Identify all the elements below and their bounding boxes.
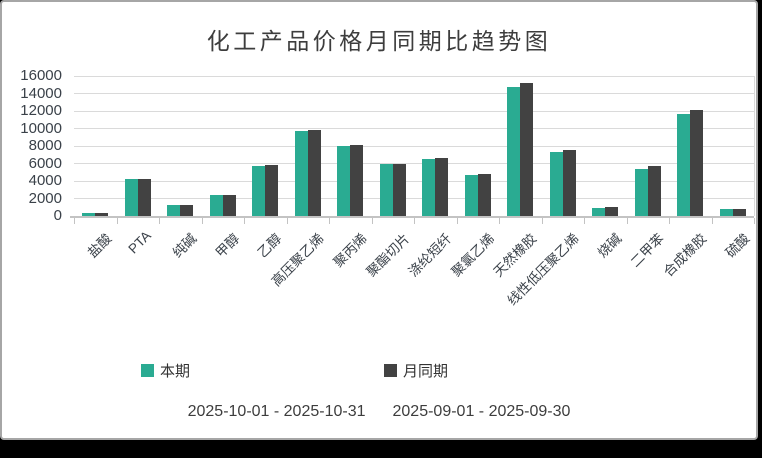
previous-period-range: 2025-09-01 - 2025-09-30: [392, 403, 571, 420]
current-period-range: 2025-10-01 - 2025-10-31: [187, 403, 366, 420]
axis-tick: [711, 218, 713, 224]
bar: [605, 207, 619, 216]
current-series-swatch-icon: [141, 364, 154, 377]
axis-tick: [584, 218, 585, 224]
bar: [350, 145, 364, 216]
gridline: [74, 128, 754, 129]
bar: [180, 204, 194, 216]
axis-tick: [456, 218, 458, 224]
bar: [562, 150, 576, 216]
y-tick-label: 6000: [28, 154, 62, 172]
x-axis-line: [70, 216, 754, 218]
bar: [677, 113, 691, 216]
axis-tick: [414, 218, 415, 224]
y-tick-label: 14000: [20, 84, 62, 102]
bar: [507, 86, 521, 216]
bar: [634, 168, 648, 216]
bar: [379, 164, 393, 216]
axis-tick: [541, 218, 543, 224]
gridline: [74, 145, 754, 147]
axis-tick: [201, 218, 203, 224]
y-tick-label: 16000: [20, 67, 62, 84]
axis-tick: [159, 218, 160, 224]
axis-tick: [244, 218, 245, 224]
bar: [307, 129, 321, 216]
chart-title: 化工产品价格月同期比趋势图: [206, 28, 552, 54]
previous-series-swatch-icon: [384, 364, 397, 377]
bar: [222, 195, 236, 216]
x-tick-label: PTA: [125, 228, 155, 257]
bar: [719, 209, 733, 216]
bar: [252, 166, 266, 216]
bar: [690, 110, 704, 216]
y-tick-label: 2000: [28, 189, 62, 207]
bar: [422, 159, 436, 216]
x-tick-label: 乙醇: [254, 230, 285, 261]
x-tick-label: 盐酸: [84, 230, 115, 261]
gridline: [74, 163, 754, 164]
bar: [265, 165, 279, 216]
y-tick-label: 12000: [20, 102, 62, 119]
bar: [392, 163, 406, 216]
axis-tick: [754, 218, 755, 224]
x-tick-label: 甲醇: [212, 230, 243, 261]
bar: [435, 158, 449, 216]
x-tick-label: 纯碱: [169, 230, 200, 261]
bar: [647, 166, 661, 216]
bar: [137, 179, 151, 216]
axis-tick: [286, 218, 288, 224]
gridline: [74, 110, 754, 112]
bar: [520, 83, 534, 216]
bar: [549, 152, 563, 216]
bar: [732, 208, 746, 216]
bar: [464, 174, 478, 216]
bar: [95, 212, 109, 216]
chart-panel: 化工产品价格月同期比趋势图 0 2000 4000 6000 8000 10000 1200…: [0, 0, 758, 440]
plot-right-border: [754, 76, 755, 216]
gridline: [74, 198, 754, 199]
axis-tick: [626, 218, 628, 224]
axis-tick: [499, 218, 500, 224]
legend-item-current[interactable]: 本期: [141, 360, 190, 381]
axis-tick: [669, 218, 670, 224]
gridline: [74, 93, 754, 94]
bar: [294, 131, 308, 216]
y-tick-label: 8000: [28, 137, 62, 154]
x-tick-label: 硫酸: [722, 230, 753, 261]
axis-tick: [74, 218, 75, 224]
bar: [337, 146, 351, 216]
legend-label: 月同期: [403, 363, 449, 380]
x-tick-label: 烧碱: [594, 230, 625, 261]
bar: [167, 204, 181, 216]
bottom-black-strip: [0, 444, 762, 458]
bar: [592, 208, 606, 216]
bar: [477, 174, 491, 216]
legend-label: 本期: [160, 363, 191, 380]
x-tick-label: 合成橡胶: [660, 230, 710, 280]
x-tick-label: 聚酯切片: [363, 230, 413, 280]
y-tick-label: 4000: [28, 172, 62, 189]
gridline: [74, 75, 754, 77]
bar-chart-plot: 0 2000 4000 6000 8000 10000 12000 14000 16000 盐酸 P…: [2, 2, 760, 442]
legend-item-previous[interactable]: 月同期: [384, 360, 448, 381]
y-tick-label: 10000: [20, 119, 62, 137]
bar: [209, 195, 223, 216]
x-tick-label: 涤纶短纤: [405, 230, 455, 280]
date-ranges: 2025-10-01 - 2025-10-31 2025-09-01 - 202…: [2, 403, 756, 421]
x-tick-label: 聚氯乙烯: [448, 230, 498, 280]
axis-tick: [329, 218, 330, 224]
axis-tick: [371, 218, 373, 224]
chart-legend: 本期 月同期: [2, 360, 756, 380]
bar: [124, 179, 138, 216]
bar: [82, 212, 96, 216]
axis-tick: [116, 218, 118, 224]
y-tick-label: 0: [53, 207, 62, 224]
gridline: [74, 180, 754, 182]
